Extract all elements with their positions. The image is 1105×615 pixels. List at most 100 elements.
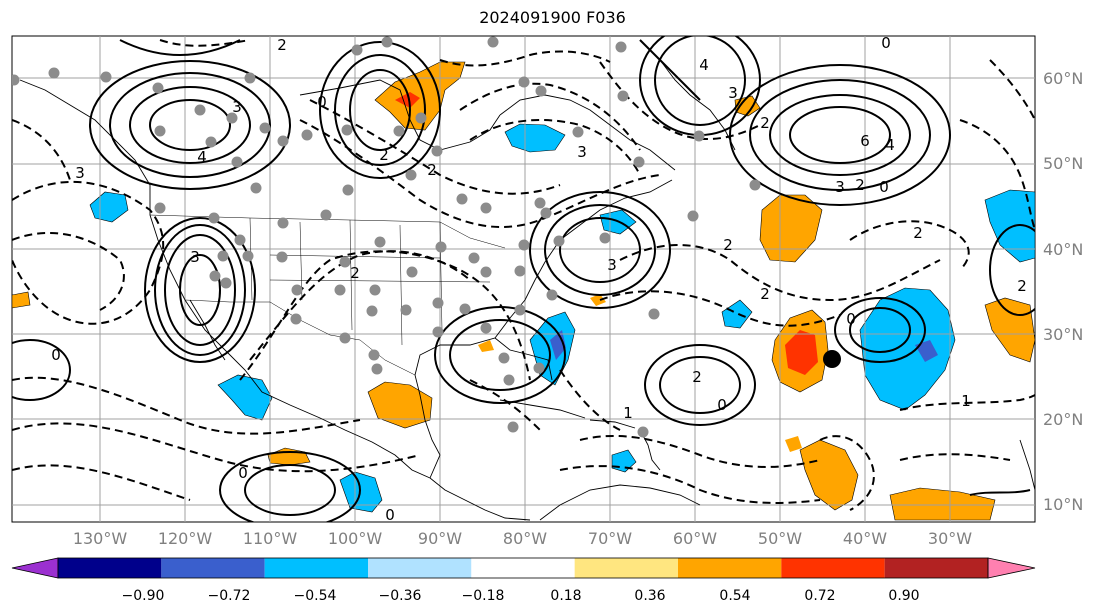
longitude-labels: 130°W 120°W 110°W 100°W 90°W 80°W 70°W 6… [73,529,972,548]
colorbar-tick-label: 0.90 [888,588,919,604]
fill-blue-ne [984,189,1035,263]
contour-label: 3 [190,248,200,266]
colorbar-segment [264,558,368,578]
contour-label: 3 [75,164,85,182]
contour-label: 2 [760,114,770,132]
contour-label: 2 [855,176,865,194]
station-dots [12,36,761,438]
lon-label: 50°W [758,529,802,548]
contour-label: 2 [760,285,770,303]
colorbar-tick-label: 0.54 [719,588,750,604]
fill-blue-mexico [217,374,273,421]
coast-hudson [299,79,501,151]
fill-darkblue-florida [550,330,566,360]
coast-hispaniola [589,419,636,429]
contour-label: 2 [379,146,389,164]
lon-label: 130°W [73,529,128,548]
lon-label: 30°W [928,529,972,548]
contour-labels: 2 0 3 4 2 3 6 4 2 0 3 2 0 2 4 3 2 1 0 2 … [51,34,1027,524]
colorbar-segment [471,558,575,578]
lat-label: 30°N [1043,325,1083,344]
contour-label: 1 [961,392,971,410]
contour-label: 2 [427,161,437,179]
fill-orange-small1 [590,294,606,306]
colorbar-segment [58,558,162,578]
fill-orange-atlantic [759,194,823,263]
colorbar-ticks: −0.90 −0.72 −0.54 −0.36 −0.18 0.18 0.36 … [122,588,920,604]
contour-label: 6 [860,132,870,150]
contour-label: 0 [317,93,327,111]
contour-label: 4 [197,148,207,166]
lon-label: 100°W [328,529,383,548]
coast-baja [189,299,226,361]
colorbar-segment [574,558,678,578]
colorbar-tick-label: −0.18 [462,588,505,604]
fill-orange-gulf [367,381,433,429]
contour-label: 4 [699,56,709,74]
contour-label: 0 [717,396,727,414]
contour-label: 2 [692,368,702,386]
coast-central-am [429,477,531,521]
fill-orange-west [12,291,31,309]
contour-label: 3 [835,178,845,196]
contour-label: 3 [577,143,587,161]
colorbar-tick-label: 0.72 [804,588,835,604]
colorbar-segment [161,558,265,578]
contour-label: 2 [350,264,360,282]
contour-label: 2 [913,224,923,242]
map-title: 2024091900 F036 [479,8,626,27]
lon-label: 40°W [843,529,887,548]
colorbar-tick-label: −0.54 [294,588,337,604]
colorbar-segment [781,558,885,578]
colorbar [11,557,1036,579]
contour-label: 4 [885,136,895,154]
colorbar-extend-high [987,557,1036,579]
colorbar-segment [884,558,988,578]
colorbar-segment [368,558,472,578]
contour-label: 0 [385,506,395,524]
lon-label: 70°W [588,529,632,548]
lon-label: 80°W [503,529,547,548]
storm-center-marker [823,350,841,368]
contour-label: 2 [723,236,733,254]
fill-orange-se [889,487,996,521]
contour-label: 3 [232,98,242,116]
contour-label: 0 [879,178,889,196]
contour-label: 1 [623,404,633,422]
solid-contours [12,36,1035,522]
colorbar-tick-label: 0.18 [550,588,581,604]
fill-red-cv [785,330,818,375]
lat-label: 10°N [1043,495,1083,514]
colorbar-outline [57,557,989,579]
contour-label: 0 [238,464,248,482]
coast-gulf [414,337,553,479]
coast-antilles [639,429,661,471]
lat-label: 50°N [1043,154,1083,173]
contour-label: 0 [881,34,891,52]
fill-orange-hudson [374,61,466,131]
fill-orange-small4 [785,436,802,452]
contour-label: 0 [51,346,61,364]
latitude-labels: 60°N 50°N 40°N 30°N 20°N 10°N [1043,69,1083,514]
contour-label: 3 [607,256,617,274]
coast-pacific-nw [19,79,431,479]
lon-label: 60°W [673,529,717,548]
fill-orange-south [799,439,859,511]
colorbar-tick-label: −0.90 [122,588,165,604]
lon-label: 110°W [243,529,298,548]
colorbar-tick-label: 0.36 [634,588,665,604]
contour-label: 3 [728,84,738,102]
contour-label: 2 [1017,277,1027,295]
contour-label: 0 [846,310,856,328]
contour-label: 2 [277,36,287,54]
coast-sa [539,484,701,521]
lat-label: 60°N [1043,69,1083,88]
lat-label: 20°N [1043,410,1083,429]
colorbar-tick-label: −0.72 [208,588,251,604]
lon-label: 90°W [418,529,462,548]
lat-label: 40°N [1043,240,1083,259]
lon-label: 120°W [158,529,213,548]
colorbar-tick-label: −0.36 [379,588,422,604]
coast-labrador [499,94,676,171]
